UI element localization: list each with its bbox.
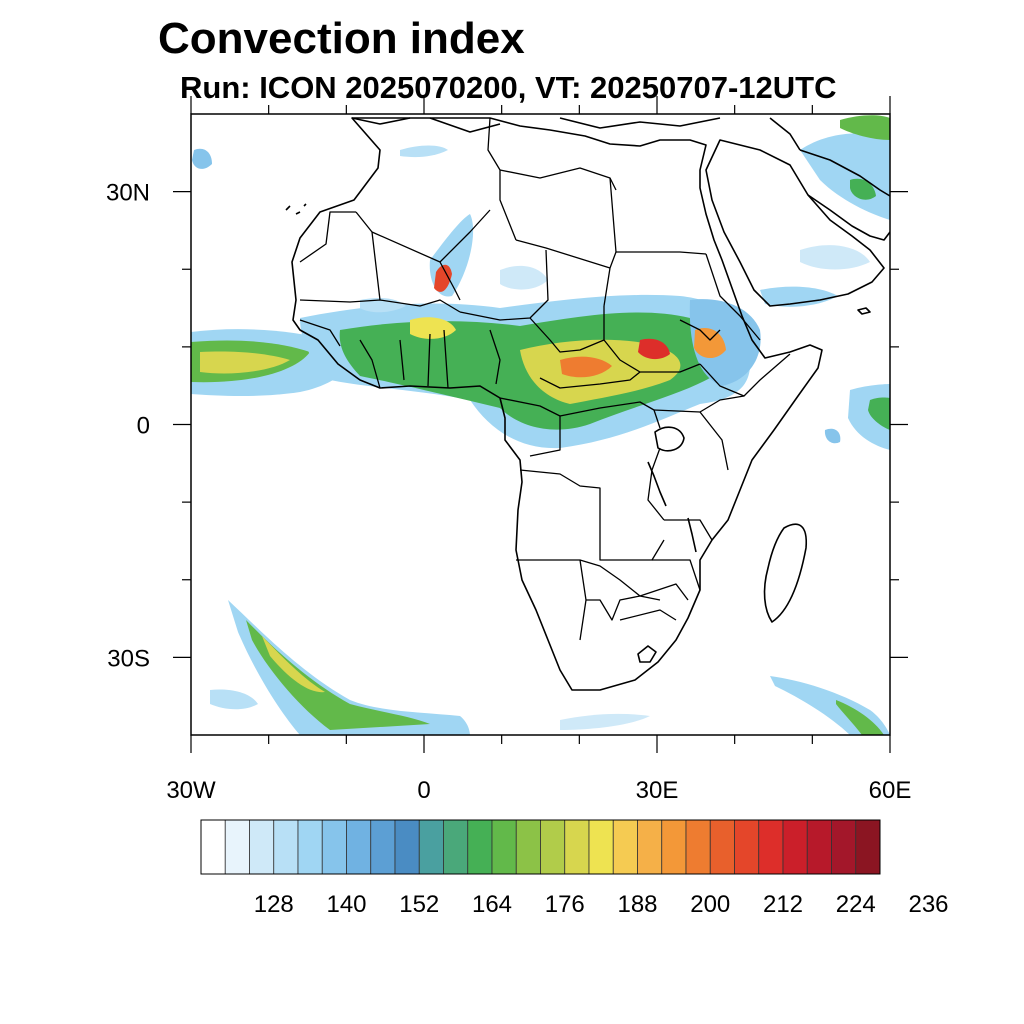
field-mideast-core bbox=[840, 115, 890, 140]
colorbar bbox=[200, 819, 881, 875]
colorbar-label: 212 bbox=[763, 891, 803, 918]
field-south-left bbox=[210, 689, 258, 710]
lat-tick-label: 30S bbox=[107, 645, 150, 672]
colorbar-swatch bbox=[224, 819, 250, 875]
field-med-patch bbox=[400, 145, 448, 158]
colorbar-swatch bbox=[831, 819, 857, 875]
colorbar-label: 224 bbox=[836, 891, 876, 918]
colorbar-label: 140 bbox=[326, 891, 366, 918]
colorbar-swatch bbox=[806, 819, 832, 875]
lesotho bbox=[637, 645, 657, 663]
colorbar-swatch bbox=[758, 819, 784, 875]
colorbar-swatch bbox=[637, 819, 663, 875]
lake-tanganyika bbox=[647, 461, 667, 507]
lake-malawi bbox=[687, 517, 697, 553]
country-borders bbox=[299, 117, 791, 641]
colorbar-swatch bbox=[273, 819, 299, 875]
field-indian-ocean-core bbox=[868, 397, 890, 430]
lon-tick-label: 0 bbox=[417, 777, 430, 804]
colorbar-swatch bbox=[249, 819, 275, 875]
colorbar-swatch bbox=[782, 819, 808, 875]
field-ethiopia bbox=[689, 299, 761, 386]
colorbar-labels: 128 140 152 164 176 188 200 212 224 236 bbox=[254, 891, 949, 918]
colorbar-swatch bbox=[467, 819, 493, 875]
lon-tick-label: 30W bbox=[166, 777, 216, 804]
colorbar-swatch bbox=[297, 819, 323, 875]
colorbar-label: 176 bbox=[545, 891, 585, 918]
field-atlantic-hot bbox=[200, 351, 290, 374]
axis-ticks bbox=[173, 96, 908, 753]
colorbar-swatch bbox=[661, 819, 687, 875]
field-se-core bbox=[836, 700, 884, 735]
colorbar-swatch bbox=[855, 819, 881, 875]
iran-coastline bbox=[799, 149, 890, 241]
colorbar-swatch bbox=[515, 819, 541, 875]
colorbar-swatch bbox=[394, 819, 420, 875]
axis-labels: 30W 0 30E 60E 30N 0 30S bbox=[106, 180, 911, 804]
lake-victoria bbox=[654, 426, 685, 452]
field-south-mid bbox=[560, 713, 650, 730]
map-area bbox=[191, 114, 890, 735]
field-south-core bbox=[246, 620, 430, 730]
field-nw-patch bbox=[192, 148, 212, 169]
colorbar-swatch bbox=[564, 819, 590, 875]
socotra bbox=[857, 307, 871, 315]
colorbar-swatch bbox=[418, 819, 444, 875]
colorbar-label: 236 bbox=[908, 891, 948, 918]
field-sahara-1-core bbox=[434, 264, 452, 292]
lat-tick-label: 30N bbox=[106, 180, 150, 207]
colorbar-label: 200 bbox=[690, 891, 730, 918]
colorbar-swatch bbox=[200, 819, 226, 875]
colorbar-swatch bbox=[588, 819, 614, 875]
madagascar-outline bbox=[763, 523, 808, 623]
europe-coastline bbox=[351, 117, 801, 151]
map-subtitle: Run: ICON 2025070200, VT: 20250707-12UTC bbox=[180, 70, 837, 105]
colorbar-label: 188 bbox=[617, 891, 657, 918]
field-south-band bbox=[228, 600, 470, 735]
colorbar-swatch bbox=[709, 819, 735, 875]
field-sahara-2 bbox=[500, 265, 548, 290]
field-somalia-coast bbox=[824, 428, 841, 444]
lat-tick-label: 0 bbox=[137, 413, 150, 440]
field-sahel-hot-2 bbox=[638, 338, 670, 360]
field-mideast-2 bbox=[850, 178, 876, 200]
colorbar-label: 152 bbox=[399, 891, 439, 918]
colorbar-swatch bbox=[734, 819, 760, 875]
colorbar-swatch bbox=[443, 819, 469, 875]
colorbar-swatch bbox=[612, 819, 638, 875]
field-arabia-2 bbox=[800, 245, 870, 270]
field-sahel-hot-1 bbox=[560, 356, 612, 378]
field-ethiopia-core bbox=[694, 328, 726, 359]
canary-islands bbox=[285, 203, 307, 215]
colorbar-frame bbox=[200, 819, 881, 875]
lon-tick-label: 30E bbox=[636, 777, 679, 804]
colorbar-swatch bbox=[491, 819, 517, 875]
lon-tick-label: 60E bbox=[869, 777, 912, 804]
colorbar-swatch bbox=[321, 819, 347, 875]
colorbar-swatch bbox=[540, 819, 566, 875]
coastlines bbox=[285, 117, 890, 691]
field-arabia-1 bbox=[760, 286, 838, 307]
map-title: Convection index bbox=[158, 14, 525, 63]
colorbar-swatch bbox=[346, 819, 372, 875]
colorbar-label: 164 bbox=[472, 891, 512, 918]
colorbar-swatch bbox=[685, 819, 711, 875]
colorbar-swatch bbox=[370, 819, 396, 875]
africa-coastline bbox=[291, 117, 823, 691]
colorbar-label: 128 bbox=[254, 891, 294, 918]
